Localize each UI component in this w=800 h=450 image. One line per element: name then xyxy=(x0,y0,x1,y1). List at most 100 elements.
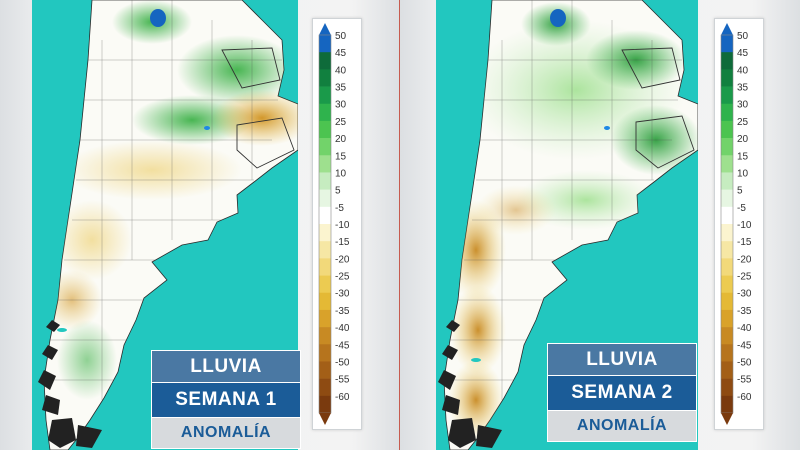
map-week-1 xyxy=(32,0,298,450)
argentina-anomaly-map-1 xyxy=(38,0,298,450)
scale-swatch xyxy=(721,378,733,397)
scale-tick-label: -50 xyxy=(335,357,350,368)
scale-swatch xyxy=(319,309,331,328)
scale-swatch xyxy=(721,206,733,225)
scale-swatch xyxy=(319,155,331,173)
scale-swatch xyxy=(721,258,733,276)
title-box-1: LLUVIA SEMANA 1 ANOMALÍA xyxy=(151,350,301,449)
scale-tick-label: -10 xyxy=(335,220,350,231)
anomaly-label: ANOMALÍA xyxy=(151,418,301,449)
scale-tick-label: 45 xyxy=(335,48,347,59)
scale-swatch xyxy=(319,241,331,259)
scale-swatch xyxy=(721,172,733,190)
scale-tick-label: -5 xyxy=(737,203,746,214)
scale-arrow-up xyxy=(319,23,331,35)
scale-tick-label: 20 xyxy=(335,134,347,145)
scale-tick-label: -15 xyxy=(737,237,752,248)
scale-tick-label: -15 xyxy=(335,237,350,248)
scale-tick-label: -50 xyxy=(737,357,752,368)
scale-tick-label: 15 xyxy=(335,151,347,162)
scale-swatch xyxy=(721,224,733,242)
argentina-anomaly-map-2 xyxy=(438,0,698,450)
scale-tick-label: 20 xyxy=(737,134,749,145)
color-scale-bar-2: 50 45 40 35 30 25 20 15 10 5 -5 -10 -15 -20 -25 -30 -35 -… xyxy=(720,23,752,425)
scale-swatch xyxy=(721,120,733,139)
color-scale-bar-1: 50 45 40 35 30 25 20 15 10 5 -5 -10 -15 -20 -25 -30 -35 -… xyxy=(318,23,350,425)
scale-swatch xyxy=(319,378,331,397)
scale-tick-label: -25 xyxy=(335,272,350,283)
scale-swatch xyxy=(319,172,331,190)
scale-tick-label: -45 xyxy=(737,340,752,351)
scale-swatch xyxy=(721,327,733,345)
scale-tick-label: 50 xyxy=(335,31,347,42)
scale-tick-label: -5 xyxy=(335,203,344,214)
scale-tick-label: -35 xyxy=(737,306,752,317)
panel-week-2: 50 45 40 35 30 25 20 15 10 5 -5 -10 -15 -20 -25 -30 -35 -… xyxy=(400,0,800,450)
scale-swatch xyxy=(319,86,331,105)
scale-tick-label: -40 xyxy=(335,323,350,334)
title-box-2: LLUVIA SEMANA 2 ANOMALÍA xyxy=(547,343,697,442)
scale-swatch xyxy=(721,309,733,328)
scale-tick-label: 30 xyxy=(335,100,347,111)
scale-swatch xyxy=(319,103,331,122)
scale-tick-label: -55 xyxy=(737,375,752,386)
scale-tick-label: -60 xyxy=(335,392,350,403)
scale-tick-label: -60 xyxy=(737,392,752,403)
scale-tick-label: 5 xyxy=(737,186,743,197)
rain-title: LLUVIA xyxy=(547,343,697,376)
scale-swatch xyxy=(319,275,331,294)
scale-swatch xyxy=(721,138,733,156)
color-scale-1: 50 45 40 35 30 25 20 15 10 5 -5 -10 -15 -20 -25 -30 -35 -… xyxy=(312,18,362,430)
scale-tick-label: -30 xyxy=(737,289,752,300)
anomaly-label: ANOMALÍA xyxy=(547,411,697,442)
scale-swatch xyxy=(721,86,733,105)
scale-tick-label: 35 xyxy=(737,83,749,94)
scale-tick-label: 25 xyxy=(335,117,347,128)
scale-swatch xyxy=(319,138,331,156)
scale-tick-label: -35 xyxy=(335,306,350,317)
rain-title: LLUVIA xyxy=(151,350,301,383)
scale-tick-label: -45 xyxy=(335,340,350,351)
scale-swatch xyxy=(319,395,331,414)
scale-swatch xyxy=(319,35,331,53)
scale-swatch xyxy=(319,292,331,311)
scale-tick-label: 50 xyxy=(737,31,749,42)
scale-tick-label: 35 xyxy=(335,83,347,94)
scale-tick-label: 45 xyxy=(737,48,749,59)
scale-swatch xyxy=(319,258,331,276)
scale-arrow-up xyxy=(721,23,733,35)
scale-tick-label: 25 xyxy=(737,117,749,128)
scale-tick-label: -20 xyxy=(737,254,752,265)
scale-swatch xyxy=(319,120,331,139)
scale-tick-label: 15 xyxy=(737,151,749,162)
scale-swatch xyxy=(319,327,331,345)
panel-week-1: 50 45 40 35 30 25 20 15 10 5 -5 -10 -15 -20 -25 -30 -35 -… xyxy=(0,0,400,450)
scale-tick-label: -30 xyxy=(335,289,350,300)
scale-swatch xyxy=(319,69,331,87)
scale-swatch xyxy=(721,35,733,53)
scale-swatch xyxy=(721,103,733,122)
scale-swatch xyxy=(319,206,331,225)
scale-swatch xyxy=(721,189,733,208)
scale-tick-label: 5 xyxy=(335,186,341,197)
scale-arrow-down xyxy=(721,413,733,425)
scale-tick-label: 30 xyxy=(737,100,749,111)
scale-swatch xyxy=(721,69,733,87)
scale-tick-label: 40 xyxy=(737,65,749,76)
scale-swatch xyxy=(721,275,733,294)
scale-tick-label: 40 xyxy=(335,65,347,76)
scale-swatch xyxy=(319,224,331,242)
scale-swatch xyxy=(721,344,733,362)
scale-tick-label: -25 xyxy=(737,272,752,283)
scale-swatch xyxy=(319,344,331,362)
scale-tick-label: -20 xyxy=(335,254,350,265)
color-scale-2: 50 45 40 35 30 25 20 15 10 5 -5 -10 -15 -20 -25 -30 -35 -… xyxy=(714,18,764,430)
scale-tick-label: 10 xyxy=(737,168,749,179)
scale-swatch xyxy=(721,395,733,414)
scale-tick-label: -55 xyxy=(335,375,350,386)
scale-swatch xyxy=(319,52,331,70)
scale-tick-label: -10 xyxy=(737,220,752,231)
scale-tick-label: 10 xyxy=(335,168,347,179)
scale-swatch xyxy=(721,361,733,379)
scale-swatch xyxy=(721,241,733,259)
